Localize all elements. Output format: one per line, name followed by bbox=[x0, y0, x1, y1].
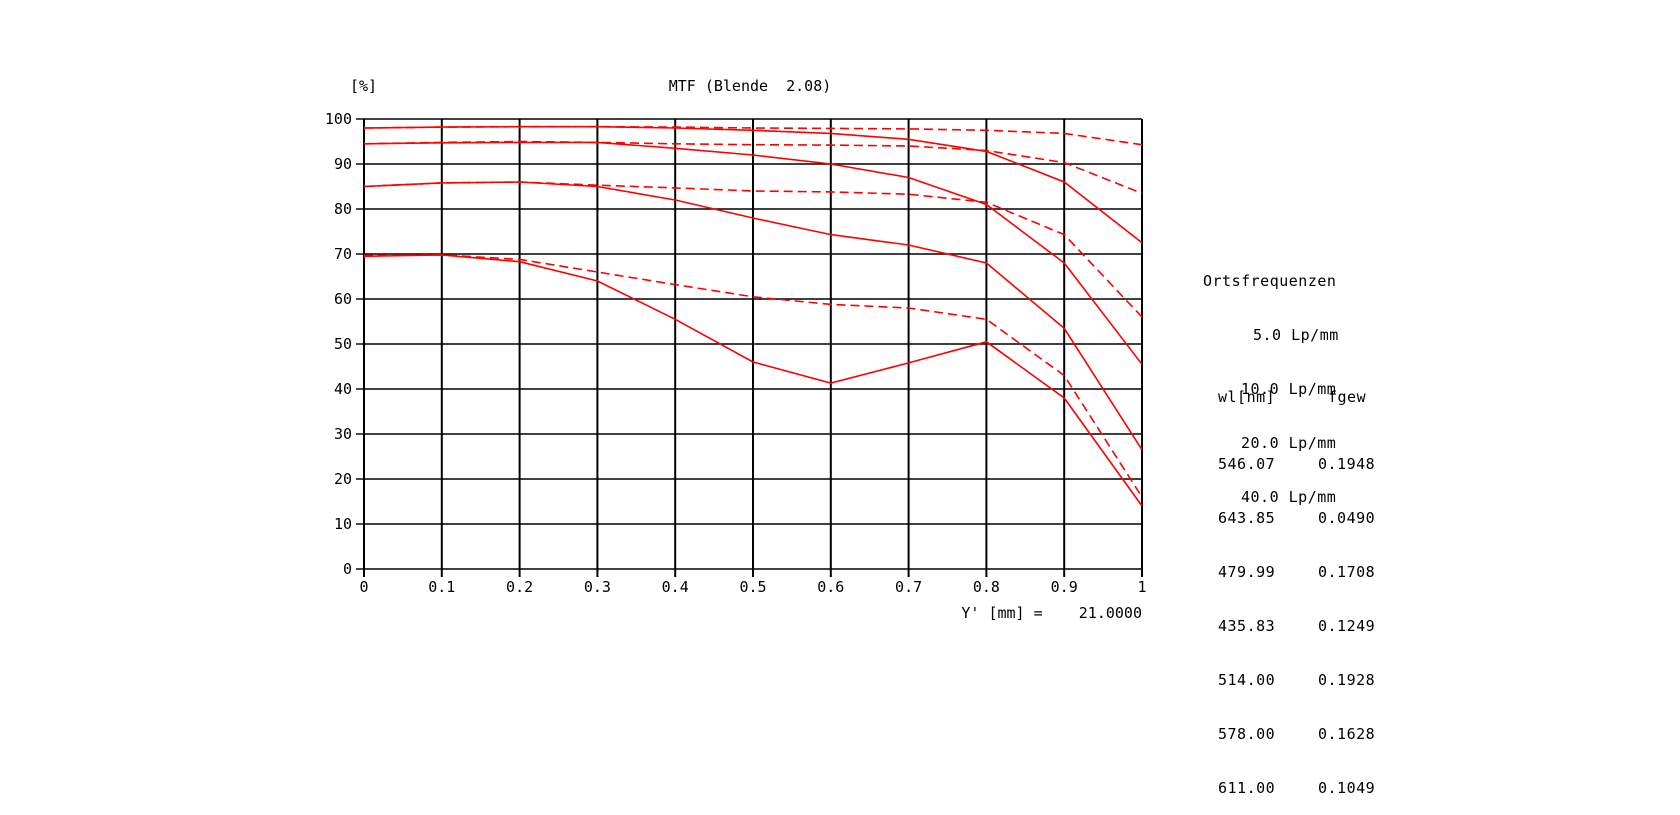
legend-item: 20.0 Lp/mm bbox=[1241, 434, 1337, 452]
fgew-value: 0.1948 bbox=[1318, 455, 1376, 473]
fgew-value: 0.1049 bbox=[1318, 779, 1376, 797]
wl-table-row: 643.85 0.0490 bbox=[1218, 509, 1375, 527]
x-tick-label: 0.2 bbox=[506, 578, 533, 596]
wl-value: 578.00 bbox=[1218, 725, 1276, 743]
y-tick-label: 50 bbox=[334, 335, 352, 353]
y-tick-label: 20 bbox=[334, 470, 352, 488]
x-tick-label: 0.7 bbox=[895, 578, 922, 596]
y-tick-label: 0 bbox=[343, 560, 352, 578]
chart-series bbox=[363, 125, 1143, 507]
x-axis-label: Y' [mm] = 21.0000 bbox=[961, 604, 1142, 622]
wl-table-row: 611.00 0.1049 bbox=[1218, 779, 1375, 797]
wl-table-row: 578.00 0.1628 bbox=[1218, 725, 1375, 743]
chart-grid bbox=[356, 118, 1143, 577]
x-tick-label: 0.3 bbox=[584, 578, 611, 596]
y-tick-label: 90 bbox=[334, 155, 352, 173]
x-tick-label: 0 bbox=[359, 578, 368, 596]
tick-labels: 0 10 20 30 40 50 60 70 80 90 100 0 0.1 0.2 0.3 0.4 0.5 0.… bbox=[325, 110, 1147, 596]
series-line-7-solid bbox=[363, 254, 1143, 507]
x-tick-label: 0.8 bbox=[973, 578, 1000, 596]
wl-value: 546.07 bbox=[1218, 455, 1276, 473]
legend-item: 10.0 Lp/mm bbox=[1241, 380, 1337, 398]
fgew-value: 0.1708 bbox=[1318, 563, 1376, 581]
x-tick-label: 0.6 bbox=[817, 578, 844, 596]
y-tick-label: 10 bbox=[334, 515, 352, 533]
mtf-chart: 0 10 20 30 40 50 60 70 80 90 100 0 0.1 0.2 0.3 0.4 0.5 0.… bbox=[325, 77, 1147, 622]
series-line-2-dashed bbox=[363, 125, 1143, 146]
wl-value: 479.99 bbox=[1218, 563, 1276, 581]
x-tick-label: 0.5 bbox=[739, 578, 766, 596]
wl-table-row: 546.07 0.1948 bbox=[1218, 455, 1375, 473]
legend-heading: Ortsfrequenzen bbox=[1203, 272, 1337, 290]
x-tick-label: 1 bbox=[1137, 578, 1146, 596]
x-tick-label: 0.4 bbox=[662, 578, 689, 596]
wl-table-row: 479.99 0.1708 bbox=[1218, 563, 1375, 581]
wl-value: 435.83 bbox=[1218, 617, 1276, 635]
wl-table-row: 514.00 0.1928 bbox=[1218, 671, 1375, 689]
y-tick-label: 30 bbox=[334, 425, 352, 443]
series-line-8-dashed bbox=[363, 254, 1143, 498]
fgew-value: 0.0490 bbox=[1318, 509, 1376, 527]
y-tick-label: 70 bbox=[334, 245, 352, 263]
legend-item: 40.0 Lp/mm bbox=[1241, 488, 1337, 506]
y-axis-label: [%] bbox=[350, 77, 377, 95]
y-tick-label: 80 bbox=[334, 200, 352, 218]
fgew-value: 0.1628 bbox=[1318, 725, 1376, 743]
y-tick-label: 100 bbox=[325, 110, 352, 128]
wl-value: 611.00 bbox=[1218, 779, 1276, 797]
wavelength-table: wl[nm] fgew 546.07 0.1948 643.85 0.0490 47… bbox=[1218, 352, 1375, 815]
fgew-value: 0.1249 bbox=[1318, 617, 1376, 635]
frequency-legend: Ortsfrequenzen 5.0 Lp/mm 10.0 Lp/mm 20.0… bbox=[1203, 236, 1339, 524]
chart-title: MTF (Blende 2.08) bbox=[669, 77, 832, 95]
series-line-4-dashed bbox=[363, 140, 1143, 195]
legend-item: 5.0 Lp/mm bbox=[1253, 326, 1339, 344]
y-tick-label: 40 bbox=[334, 380, 352, 398]
wl-table-row: 435.83 0.1249 bbox=[1218, 617, 1375, 635]
wl-table-header: wl[nm] fgew bbox=[1218, 388, 1375, 406]
x-tick-label: 0.1 bbox=[428, 578, 455, 596]
wl-header: wl[nm] bbox=[1218, 388, 1276, 406]
series-line-6-dashed bbox=[363, 181, 1143, 318]
fgew-header: fgew bbox=[1328, 388, 1367, 406]
wl-value: 643.85 bbox=[1218, 509, 1276, 527]
wl-value: 514.00 bbox=[1218, 671, 1276, 689]
y-tick-label: 60 bbox=[334, 290, 352, 308]
fgew-value: 0.1928 bbox=[1318, 671, 1376, 689]
x-tick-label: 0.9 bbox=[1051, 578, 1078, 596]
